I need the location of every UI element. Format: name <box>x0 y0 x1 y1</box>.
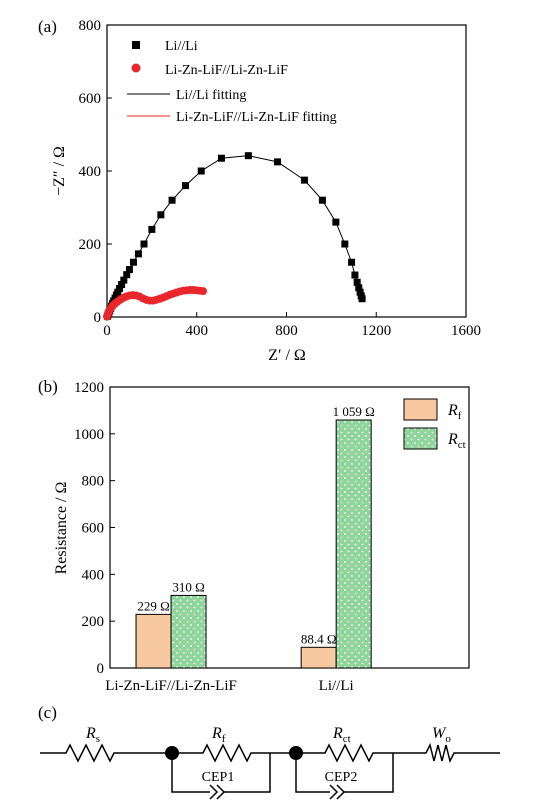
x-tick-label-b: Li-Zn-LiF//Li-Zn-LiF <box>105 678 237 694</box>
data-label-rct: 310 Ω <box>172 579 204 594</box>
x-tick-label-a: 400 <box>186 323 209 339</box>
y-tick-label-b: 0 <box>97 661 105 677</box>
data-point-lili <box>355 284 363 292</box>
legend-label-rf: Rf <box>447 402 462 422</box>
legend-marker-lili <box>132 41 140 49</box>
data-point-lili <box>197 167 205 175</box>
y-tick-label-b: 200 <box>82 614 105 630</box>
data-point-lili <box>116 285 124 293</box>
y-tick-label-a: 400 <box>79 164 102 180</box>
y-axis-label-b: Resistance / Ω <box>53 482 70 575</box>
circuit-wire-main <box>40 742 500 764</box>
bar-rct <box>170 594 207 669</box>
data-point-lili <box>318 196 326 204</box>
data-label-rct: 1 059 Ω <box>333 404 375 419</box>
data-point-lili <box>148 225 156 233</box>
data-point-lili <box>118 281 126 289</box>
data-point-lili <box>356 288 364 296</box>
bar-rct <box>335 419 372 669</box>
data-point-lili <box>332 218 340 226</box>
data-point-lili <box>114 288 122 296</box>
data-point-lili <box>157 211 165 219</box>
resistance-bar-chart: 0 200 400 600 800 1000 1200 Li-Zn-LiF//Li-Zn-Li… <box>53 380 470 694</box>
data-point-lili <box>168 196 176 204</box>
data-point-lili <box>120 276 128 284</box>
y-tick-label-b: 1000 <box>74 427 104 443</box>
x-axis-label-a: Z′ / Ω <box>268 347 306 364</box>
panel-label-b: (b) <box>38 377 58 396</box>
label-rs: Rs <box>85 725 100 745</box>
data-label-rf: 88.4 Ω <box>301 631 337 646</box>
x-tick-label-a: 1600 <box>451 323 481 339</box>
label-wo: Wo <box>432 725 451 745</box>
data-point-lili <box>134 250 142 258</box>
data-point-lili <box>182 182 190 190</box>
data-point-lili <box>244 152 252 160</box>
x-tick-label-a: 1200 <box>361 323 391 339</box>
data-point-lili <box>140 240 148 248</box>
data-label-rf: 229 Ω <box>137 598 169 613</box>
legend-b: Rf Rct <box>403 398 466 451</box>
legend-label-lznlif: Li-Zn-LiF//Li-Zn-LiF <box>165 63 288 78</box>
legend-a: Li//Li Li-Zn-LiF//Li-Zn-LiF Li//Li fitti… <box>127 39 337 125</box>
nyquist-plot: 0 400 800 1200 1600 0 200 400 600 800 Z′ / Ω −Z″ … <box>51 18 481 364</box>
y-tick-label-a: 800 <box>79 18 102 34</box>
y-tick-label-b: 800 <box>82 474 105 490</box>
data-point-lili <box>274 158 282 166</box>
x-tick-label-b: Li//Li <box>319 678 354 694</box>
data-point-lili <box>358 295 366 303</box>
y-tick-label-a: 0 <box>94 310 102 326</box>
panel-label-c: (c) <box>38 703 57 722</box>
data-point-lznlif <box>199 287 208 296</box>
circuit-node-1 <box>165 746 179 760</box>
cpe1-icon <box>209 784 226 800</box>
legend-label-lili-fit: Li//Li fitting <box>176 88 246 103</box>
data-point-lili <box>125 266 133 274</box>
y-tick-label-b: 400 <box>82 567 105 583</box>
legend-label-lili: Li//Li <box>165 39 198 54</box>
y-tick-label-b: 1200 <box>74 380 104 396</box>
bar-rf <box>300 646 337 669</box>
legend-label-rct: Rct <box>447 431 466 451</box>
data-point-lili <box>351 271 359 279</box>
y-tick-label-a: 600 <box>79 91 102 107</box>
label-cep2: CEP2 <box>325 770 358 785</box>
y-tick-label-a: 200 <box>79 237 102 253</box>
label-rf: Rf <box>211 725 226 745</box>
fit-line-lili <box>106 155 363 317</box>
label-rct: Rct <box>332 725 351 745</box>
legend-swatch-rf <box>403 398 438 421</box>
data-point-lili <box>348 258 356 266</box>
circuit-branch-cep1 <box>171 753 271 793</box>
data-point-lili <box>353 278 361 286</box>
equivalent-circuit: Rs Rf Rct Wo CEP1 CEP2 <box>40 725 500 800</box>
legend-swatch-rct <box>403 427 438 450</box>
circuit-node-2 <box>289 746 303 760</box>
x-tick-label-a: 800 <box>275 323 298 339</box>
data-point-lili <box>129 258 137 266</box>
panel-label-a: (a) <box>38 17 57 36</box>
cpe2-icon <box>329 784 346 800</box>
label-cep1: CEP1 <box>202 770 235 785</box>
x-tick-label-a: 0 <box>103 323 111 339</box>
circuit-branch-cep2 <box>295 753 394 793</box>
legend-label-lznlif-fit: Li-Zn-LiF//Li-Zn-LiF fitting <box>176 110 337 125</box>
y-tick-label-b: 600 <box>82 521 105 537</box>
data-point-lili <box>123 271 131 279</box>
data-point-lili <box>300 176 308 184</box>
legend-marker-lznlif <box>131 63 141 73</box>
y-axis-label-a: −Z″ / Ω <box>51 146 68 196</box>
bar-rf <box>135 613 172 669</box>
data-point-lili <box>341 240 349 248</box>
data-point-lili <box>217 154 225 162</box>
